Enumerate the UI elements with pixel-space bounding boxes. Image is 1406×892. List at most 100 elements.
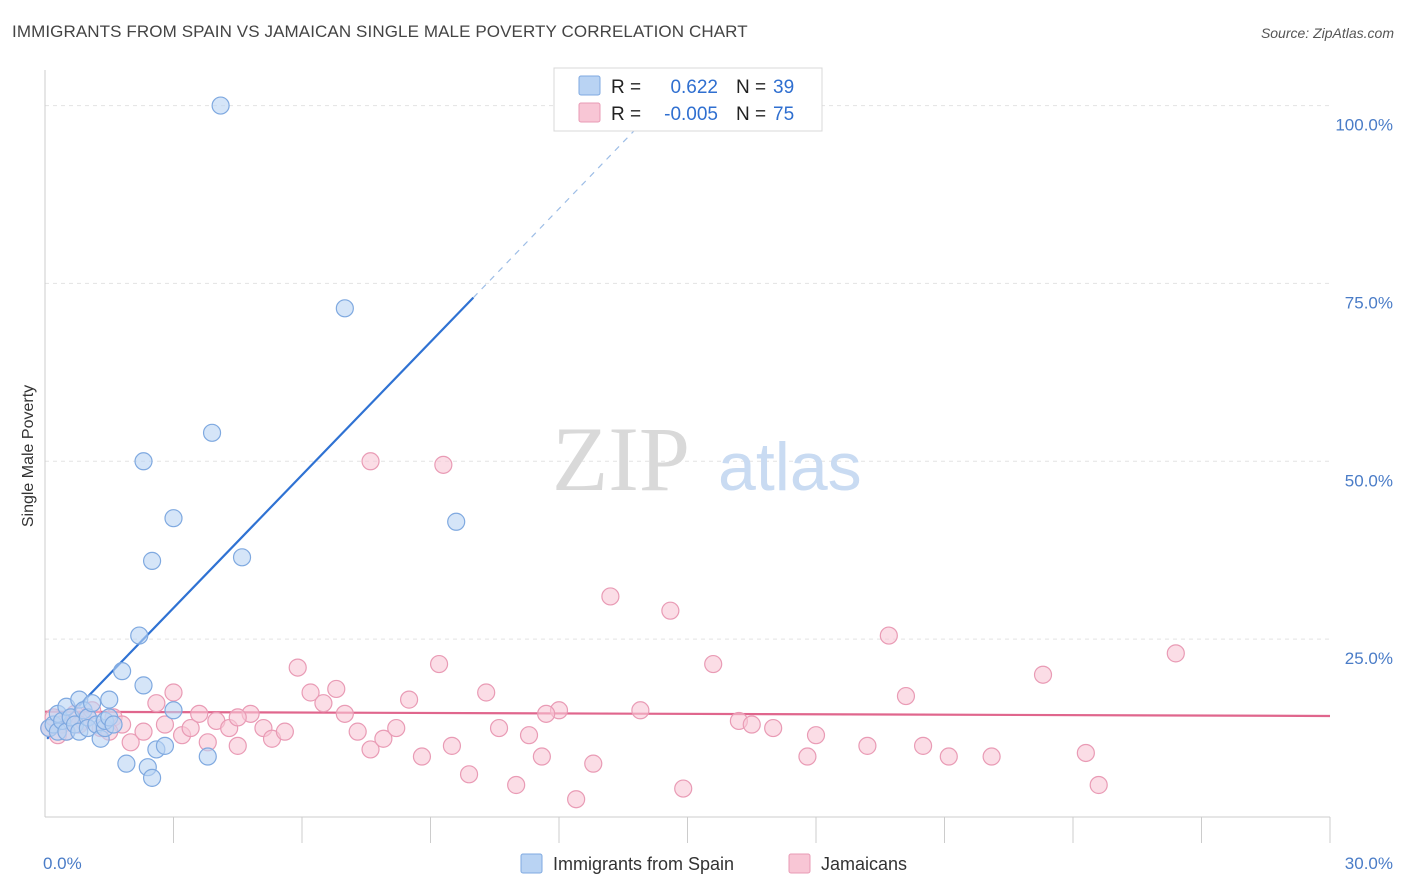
jamaicans-point <box>1033 665 1053 684</box>
x-tick-label: 0.0% <box>43 854 82 873</box>
jamaicans-point <box>798 747 817 766</box>
watermark: ZIP atlas <box>552 408 862 510</box>
stats-blue-r-value: 0.622 <box>670 77 718 98</box>
jamaicans-point <box>601 587 620 606</box>
jamaicans-point <box>661 601 680 620</box>
jamaicans-point <box>631 701 650 720</box>
jamaicans-point <box>348 722 367 741</box>
jamaicans-point <box>537 704 556 723</box>
jamaicans-point <box>913 736 933 755</box>
jamaicans-point <box>1089 775 1108 795</box>
jamaicans-point <box>335 704 354 723</box>
jamaicans-point <box>434 455 453 474</box>
stats-pink-r-value: -0.005 <box>664 104 718 125</box>
jamaicans-point <box>489 718 509 738</box>
jamaicans-point <box>742 715 761 734</box>
jamaicans-point <box>314 694 333 713</box>
spain-point <box>447 512 466 531</box>
source-label: Source: ZipAtlas.com <box>1260 25 1394 41</box>
jamaicans-point <box>399 690 419 709</box>
spain-point <box>130 626 149 645</box>
spain-point <box>142 768 162 787</box>
jamaicans-point <box>164 683 183 702</box>
jamaicans-point <box>806 726 826 745</box>
watermark-atlas: atlas <box>718 429 862 505</box>
jamaicans-point <box>519 726 539 745</box>
legend-spain-label: Immigrants from Spain <box>553 854 734 874</box>
series-legend: Immigrants from Spain Jamaicans <box>520 853 907 874</box>
spain-point <box>134 452 153 471</box>
jamaicans-point <box>412 747 432 766</box>
jamaicans-point <box>361 452 380 471</box>
jamaicans-point <box>764 718 783 738</box>
jamaicans-point <box>1166 644 1185 663</box>
spain-point <box>104 715 123 734</box>
tick-labels: 25.0% 50.0% 75.0% 100.0% 0.0% 30.0% <box>43 116 1393 873</box>
stats-pink-swatch <box>578 102 601 123</box>
spain-point <box>198 747 217 766</box>
spain-trendline <box>46 296 475 740</box>
spain-point <box>83 694 102 713</box>
jamaicans-point <box>155 715 175 734</box>
jamaicans-point <box>532 747 551 766</box>
jamaicans-point <box>147 694 166 713</box>
jamaicans-point <box>459 765 479 784</box>
jamaicans-point <box>429 654 449 674</box>
jamaicans-point <box>361 740 380 759</box>
spain-point <box>117 754 136 773</box>
stats-blue-swatch <box>578 75 601 96</box>
stats-blue-n-label: N = <box>736 77 766 98</box>
jamaicans-point <box>704 654 723 674</box>
jamaicans-point <box>858 736 877 755</box>
jamaicans-point <box>374 729 393 748</box>
jamaicans-point <box>301 683 320 702</box>
stats-blue-n-value: 39 <box>773 77 794 98</box>
jamaicans-point <box>939 747 958 766</box>
spain-point <box>155 736 175 755</box>
jamaicans-point <box>879 626 898 645</box>
jamaicans-point <box>121 733 140 752</box>
legend-spain-swatch <box>520 853 543 874</box>
jamaicans-point <box>674 779 693 798</box>
axes <box>44 70 1331 843</box>
spain-point <box>232 548 252 567</box>
stats-pink-n-value: 75 <box>773 104 794 125</box>
stats-pink-n-label: N = <box>736 104 766 125</box>
y-tick-label: 25.0% <box>1345 649 1393 668</box>
spain-point <box>100 690 119 709</box>
jamaicans-point <box>275 722 294 741</box>
jamaicans-point <box>442 736 462 755</box>
jamaicans-point <box>982 747 1001 766</box>
jamaicans-point <box>477 683 496 702</box>
jamaicans-point <box>288 658 307 677</box>
jamaicans-point <box>181 718 200 738</box>
spain-point <box>164 509 183 528</box>
chart-title: IMMIGRANTS FROM SPAIN VS JAMAICAN SINGLE… <box>12 22 748 41</box>
jamaicans-point <box>567 790 586 809</box>
stats-legend: R = 0.622 N = 39 R = -0.005 N = 75 <box>553 67 823 132</box>
x-tick-label: 30.0% <box>1345 854 1393 873</box>
y-tick-label: 50.0% <box>1345 471 1393 490</box>
spain-point <box>142 551 162 570</box>
stats-pink-r-label: R = <box>611 104 641 125</box>
legend-jamaicans-label: Jamaicans <box>821 854 907 874</box>
spain-point <box>164 701 183 720</box>
spain-point <box>211 96 230 115</box>
spain-points <box>40 96 466 787</box>
jamaicans-point <box>134 722 153 741</box>
stats-blue-r-label: R = <box>611 77 641 98</box>
jamaicans-point <box>327 679 346 699</box>
spain-trendline-extension <box>472 119 646 299</box>
jamaicans-point <box>228 708 247 727</box>
y-tick-label: 75.0% <box>1345 293 1393 312</box>
jamaicans-point <box>228 736 247 755</box>
spain-point <box>112 662 132 681</box>
spain-point <box>134 676 153 695</box>
jamaicans-point <box>190 704 209 723</box>
jamaicans-point <box>1076 743 1095 763</box>
watermark-zip: ZIP <box>552 408 690 510</box>
jamaicans-point <box>896 686 916 706</box>
jamaicans-point <box>387 718 406 738</box>
spain-point <box>202 423 222 442</box>
